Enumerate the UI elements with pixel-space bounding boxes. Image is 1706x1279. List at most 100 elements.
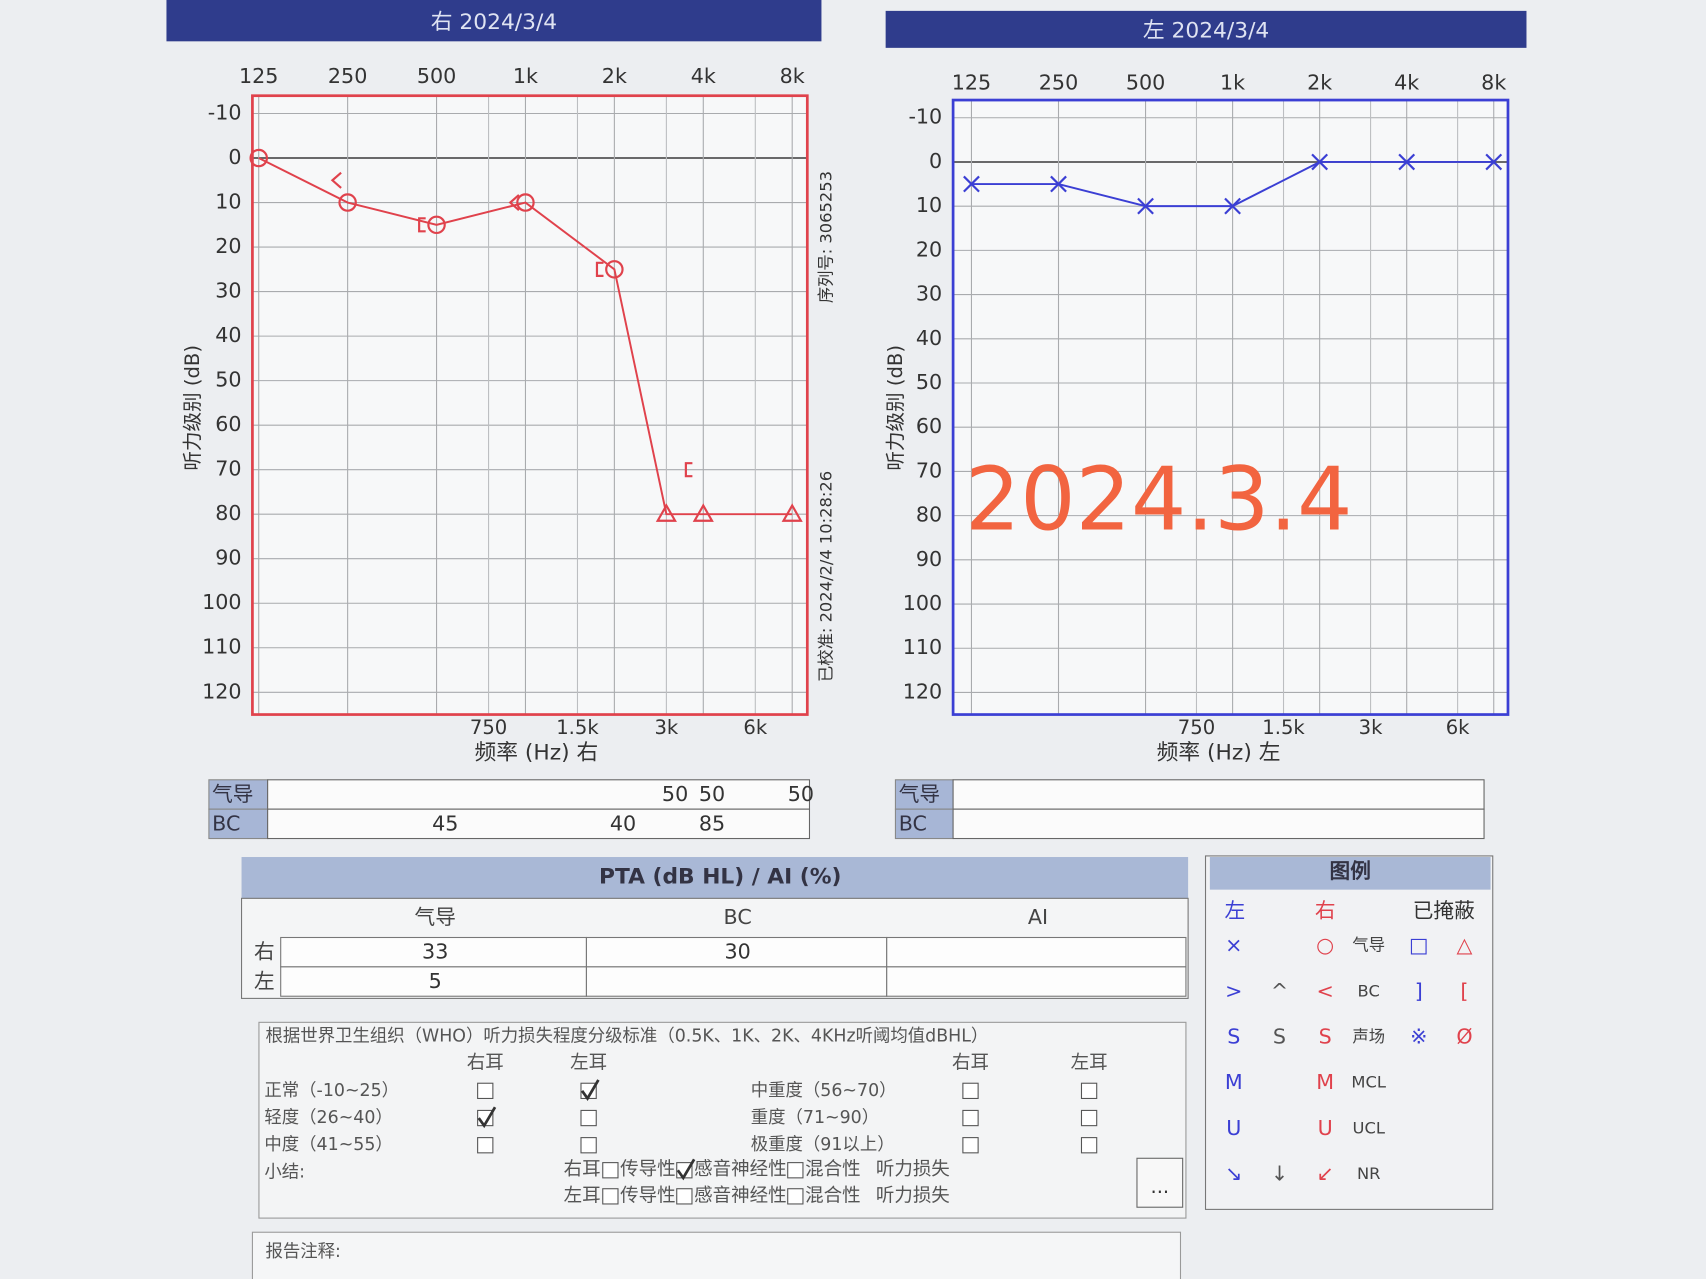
y-tick-label: 80 bbox=[916, 503, 942, 527]
x-tick-label: 2k bbox=[1307, 71, 1332, 95]
y-tick-label: 10 bbox=[215, 190, 241, 214]
grade-label: 正常（-10~25） bbox=[264, 1081, 399, 1101]
who-box bbox=[258, 1021, 1187, 1219]
legend-symbol: Ø bbox=[1456, 1025, 1472, 1049]
air-marker bbox=[249, 148, 268, 168]
checkbox bbox=[1080, 1109, 1098, 1127]
y-tick-label: 30 bbox=[916, 282, 942, 306]
masking-value: 85 bbox=[699, 811, 725, 835]
legend-panel bbox=[1204, 855, 1494, 1210]
legend-symbol: × bbox=[1225, 933, 1242, 957]
pta-cell bbox=[280, 936, 587, 968]
y-tick-label: -10 bbox=[908, 105, 942, 129]
side-text: 序列号: 3065253 bbox=[816, 171, 835, 303]
grade-label: 极重度（91以上） bbox=[751, 1135, 895, 1155]
checkbox bbox=[1080, 1137, 1098, 1154]
masking-label-cell bbox=[208, 808, 269, 840]
plot-frame bbox=[951, 98, 1510, 716]
checkbox bbox=[477, 1082, 494, 1100]
legend-symbol: S bbox=[1227, 1025, 1240, 1049]
y-tick-label: 30 bbox=[215, 279, 241, 303]
air-marker bbox=[1224, 197, 1241, 215]
checkbox bbox=[962, 1082, 979, 1100]
air-marker bbox=[1398, 153, 1416, 171]
legend-symbol: U bbox=[1318, 1116, 1333, 1140]
x-tick-label: 125 bbox=[952, 71, 991, 95]
air-marker bbox=[516, 193, 535, 212]
legend-symbol: ↓ bbox=[1271, 1162, 1288, 1186]
legend-symbol: ○ bbox=[1316, 933, 1334, 957]
pta-header bbox=[241, 857, 1189, 899]
plot-area bbox=[252, 95, 808, 715]
legend-symbol: ↙ bbox=[1317, 1162, 1334, 1186]
check-mark bbox=[477, 1106, 497, 1129]
legend-symbol: ] bbox=[1415, 979, 1423, 1003]
air-marker bbox=[963, 175, 980, 193]
summary-suffix: 听力损失 bbox=[876, 1159, 950, 1180]
checkbox bbox=[962, 1137, 979, 1154]
masking-field bbox=[952, 808, 1485, 840]
masked-bc-marker bbox=[595, 261, 604, 277]
air-marker bbox=[1485, 153, 1503, 171]
y-tick-label: 60 bbox=[215, 412, 241, 436]
x-tick-label: 500 bbox=[417, 64, 456, 88]
pta-row-label: 右 bbox=[254, 940, 275, 964]
chart-title: 右 2024/3/4 bbox=[431, 10, 557, 35]
x-tick-label: 250 bbox=[1039, 71, 1078, 95]
checkbox bbox=[1080, 1082, 1098, 1100]
ear-column: 左耳 bbox=[570, 1053, 607, 1074]
pta-column: AI bbox=[1028, 905, 1048, 929]
y-tick-label: 110 bbox=[903, 635, 942, 659]
summary-option: 传导性 bbox=[620, 1185, 675, 1206]
who-title: 根据世界卫生组织（WHO）听力损失程度分级标准（0.5K、1K、2K、4KHz听… bbox=[265, 1026, 988, 1046]
x-tick-label: 750 bbox=[1178, 716, 1215, 739]
pta-value: 33 bbox=[422, 940, 448, 964]
masked-air-marker bbox=[781, 503, 803, 522]
grade-label: 中度（41~55） bbox=[264, 1135, 392, 1155]
masking-field bbox=[952, 779, 1485, 810]
y-tick-label: 90 bbox=[916, 547, 942, 571]
x-tick-label: 750 bbox=[470, 716, 507, 739]
ear-column: 右耳 bbox=[467, 1053, 504, 1074]
x-tick-label: 1k bbox=[513, 64, 538, 88]
masking-value: 50 bbox=[788, 782, 814, 806]
legend-column: 已掩蔽 bbox=[1413, 898, 1475, 922]
y-tick-label: 120 bbox=[202, 679, 241, 703]
legend-symbol: 气导 bbox=[1352, 936, 1385, 955]
air-marker bbox=[1050, 175, 1067, 193]
legend-symbol: □ bbox=[1409, 933, 1429, 957]
plot-frame bbox=[251, 94, 809, 716]
masked-air-marker bbox=[692, 503, 714, 522]
masked-bc-marker bbox=[684, 462, 693, 478]
summary-option: 混合性 bbox=[805, 1185, 860, 1206]
header-bar bbox=[166, 0, 822, 42]
summary-option: 感音神经性 bbox=[694, 1185, 786, 1206]
air-marker bbox=[427, 215, 446, 235]
legend-symbol: ^ bbox=[1271, 979, 1288, 1003]
bc-marker bbox=[508, 194, 520, 211]
y-tick-label: 20 bbox=[215, 234, 241, 258]
legend-symbol: UCL bbox=[1353, 1118, 1385, 1137]
y-tick-label: 40 bbox=[916, 326, 942, 350]
x-axis-label: 频率 (Hz) 右 bbox=[474, 741, 598, 766]
legend-header bbox=[1209, 857, 1491, 890]
x-axis-label: 频率 (Hz) 左 bbox=[1157, 741, 1281, 766]
y-tick-label: -10 bbox=[208, 101, 242, 125]
y-tick-label: 80 bbox=[215, 501, 241, 525]
pta-row-label: 左 bbox=[254, 969, 275, 993]
masking-value: 45 bbox=[432, 811, 458, 835]
y-tick-label: 0 bbox=[929, 149, 942, 173]
x-tick-label: 8k bbox=[1481, 71, 1506, 95]
legend-symbol: M bbox=[1225, 1070, 1243, 1094]
checkbox bbox=[676, 1188, 693, 1205]
checkbox bbox=[787, 1188, 804, 1205]
x-tick-label: 8k bbox=[780, 64, 805, 88]
legend-symbol: > bbox=[1225, 979, 1242, 1003]
masking-field bbox=[267, 808, 811, 840]
masking-label: BC bbox=[899, 811, 927, 835]
masking-label: 气导 bbox=[899, 782, 940, 806]
y-tick-label: 90 bbox=[215, 546, 241, 570]
x-tick-label: 1k bbox=[1220, 71, 1245, 95]
more-button[interactable] bbox=[1136, 1157, 1184, 1208]
